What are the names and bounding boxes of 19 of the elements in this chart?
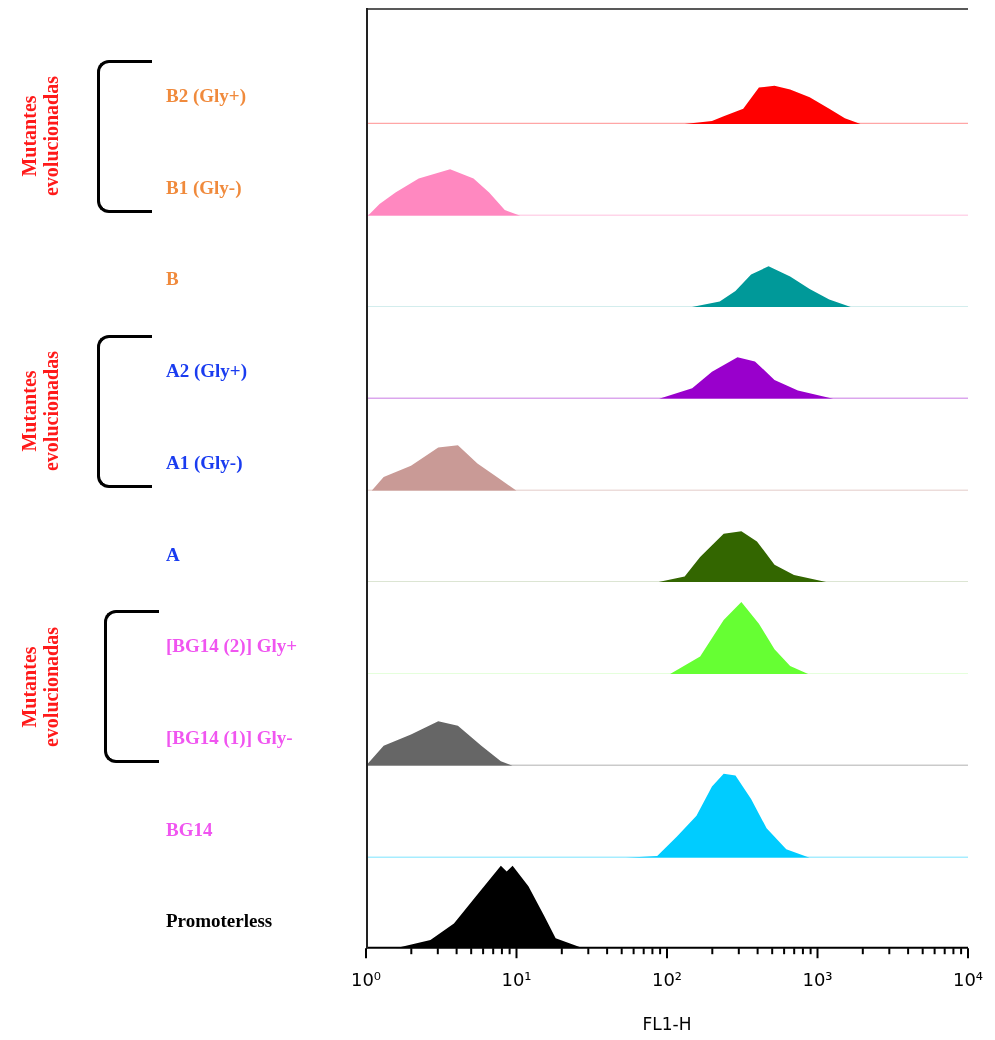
text: A1 (Gly-) xyxy=(166,451,243,474)
text: Mutantes evolucionadas xyxy=(18,350,62,474)
text: BG14 xyxy=(166,818,213,841)
text: [BG14 (1)] Gly- xyxy=(166,726,293,749)
text: B1 (Gly-) xyxy=(166,176,242,199)
x-tick-label: 10³ xyxy=(802,968,833,990)
text: Promoterless xyxy=(166,910,273,933)
x-tick-label: 10⁴ xyxy=(952,968,984,990)
x-tick-label: 10² xyxy=(651,968,683,990)
text: A2 (Gly+) xyxy=(166,360,248,383)
text: B2 (Gly+) xyxy=(166,85,246,107)
text: Mutantes evolucionadas xyxy=(18,75,62,199)
text: B xyxy=(166,268,179,291)
text: Mutantes evolucionadas xyxy=(18,625,62,749)
x-tick-label: 10⁰ xyxy=(350,968,382,990)
text: A xyxy=(166,543,180,566)
x-axis-title: FL1-H xyxy=(642,1013,692,1034)
x-tick-label: 10¹ xyxy=(501,968,532,990)
text: [BG14 (2)] Gly+ xyxy=(166,635,298,658)
